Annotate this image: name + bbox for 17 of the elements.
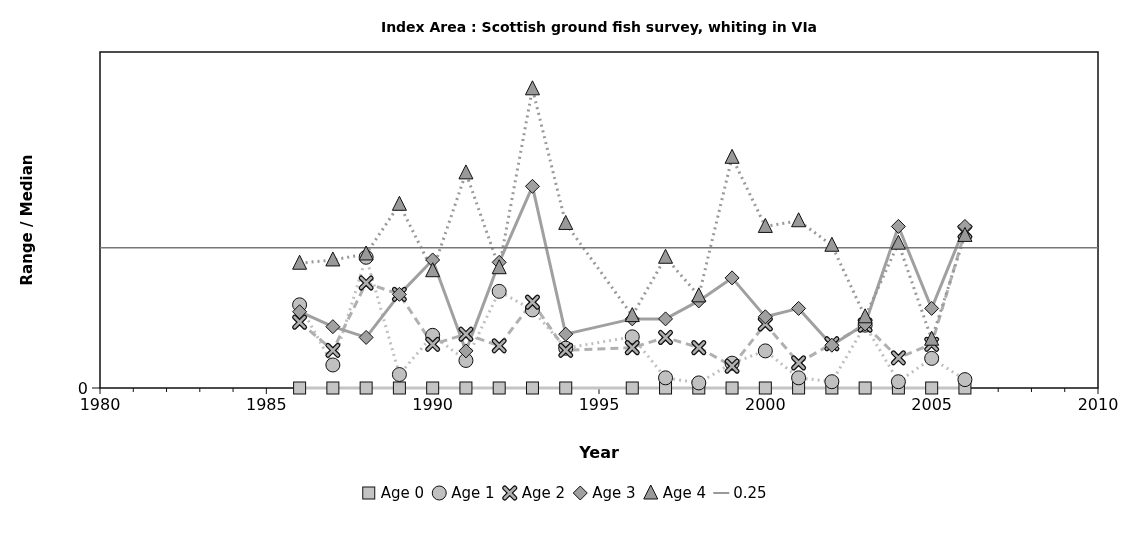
legend-label: 0.25 [733,484,767,502]
x-tick-label: 1990 [412,395,454,414]
legend-label: Age 2 [521,484,566,502]
x-tick-label: 1985 [245,395,287,414]
y-axis-title: Range / Median [18,154,36,286]
x-tick-label: 1980 [79,395,121,414]
legend-label: Age 1 [451,484,495,502]
legend-label: Age 3 [592,484,636,502]
x-tick-label: 2005 [911,395,953,414]
x-tick-label: 2010 [1077,395,1119,414]
x-axis-title: Year [578,443,619,462]
legend-label: Age 4 [662,484,707,502]
legend-label: Age 0 [380,484,425,502]
x-tick-label: 2000 [744,395,786,414]
text: 0 [77,379,88,398]
x-tick-label: 1995 [578,395,620,414]
chart-title: Index Area : Scottish ground fish survey, whiting in VIa [380,19,818,35]
